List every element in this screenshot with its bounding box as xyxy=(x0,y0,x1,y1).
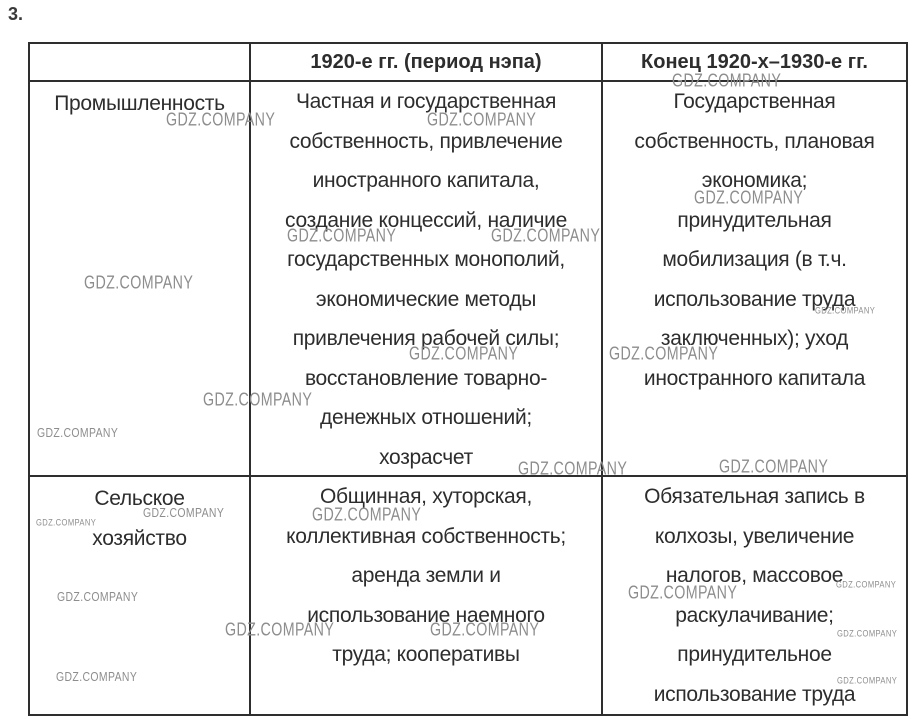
question-number: 3. xyxy=(8,4,24,24)
row-industry-late-cell: Государственная собственность, плановая … xyxy=(601,80,906,475)
header-nep-period: 1920-е гг. (период нэпа) xyxy=(249,44,601,80)
row-agriculture-late-cell: Обязательная запись в колхозы, увеличени… xyxy=(601,475,906,714)
row-industry-label: Промышленность xyxy=(30,80,249,475)
row-agriculture-label: Сельское хозяйство xyxy=(30,475,249,714)
comparison-table: 1920-е гг. (период нэпа) Конец 1920-х–19… xyxy=(28,42,908,716)
row-industry-nep-cell: Частная и государственная собственность,… xyxy=(249,80,601,475)
header-empty-cell xyxy=(30,44,249,80)
row-agriculture-nep-cell: Общинная, хуторская, коллективная собств… xyxy=(249,475,601,714)
header-late-period: Конец 1920-х–1930-е гг. xyxy=(601,44,906,80)
